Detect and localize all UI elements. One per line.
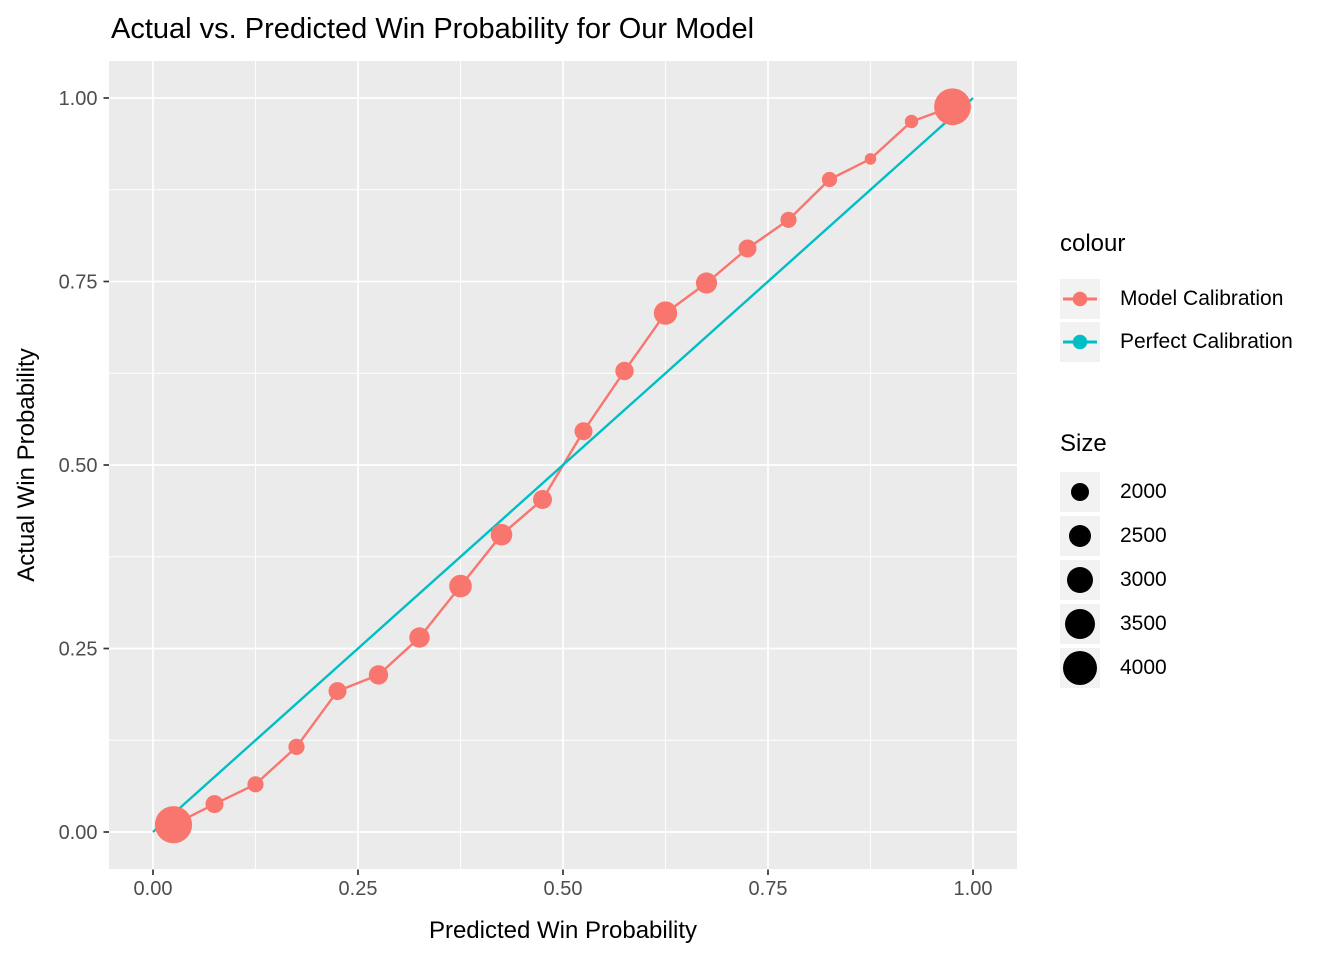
y-tick-label: 1.00 <box>59 88 98 110</box>
model-calibration-point <box>904 114 919 129</box>
x-tick-label: 0.50 <box>544 878 583 900</box>
legend-dot-icon <box>1072 334 1088 350</box>
perfect-calibration-key <box>1060 322 1100 362</box>
line-with-point-icon <box>1063 334 1097 350</box>
legend-entry-size-2000: 2000 <box>1060 472 1167 512</box>
legend-entry-size-3500: 3500 <box>1060 604 1167 644</box>
size-3000-key <box>1060 560 1100 600</box>
x-tick-label: 0.75 <box>749 878 788 900</box>
y-axis-title: Actual Win Probability <box>13 348 40 582</box>
size-legend-title: Size <box>1060 430 1107 457</box>
model-calibration-point <box>328 682 347 701</box>
legend-label-size-3000: 3000 <box>1120 568 1167 591</box>
legend-entry-perfect-calibration: Perfect Calibration <box>1060 322 1293 362</box>
model-calibration-point <box>653 301 678 325</box>
model-calibration-point <box>864 153 877 165</box>
colour-legend-title: colour <box>1060 230 1126 257</box>
model-calibration-point <box>533 490 552 509</box>
legend-entry-size-2500: 2500 <box>1060 516 1167 556</box>
model-calibration-point <box>368 665 389 685</box>
model-calibration-point <box>934 88 971 126</box>
size-dot-icon <box>1063 651 1097 685</box>
model-calibration-point <box>288 738 305 756</box>
size-2500-key <box>1060 516 1100 556</box>
model-calibration-point <box>615 361 634 381</box>
model-calibration-point <box>154 806 193 844</box>
legend-label-size-2000: 2000 <box>1120 480 1167 503</box>
model-calibration-point <box>409 627 430 648</box>
perfect-calibration-line <box>152 97 974 833</box>
y-tick-label: 0.75 <box>59 272 98 294</box>
model-calibration-key <box>1060 279 1100 319</box>
line-with-point-icon <box>1063 291 1097 307</box>
model-calibration-point <box>574 422 593 441</box>
y-tick-label: 0.50 <box>59 455 98 477</box>
x-tick-label: 0.00 <box>134 878 173 900</box>
x-tick-label: 1.00 <box>954 878 993 900</box>
legend-label-size-2500: 2500 <box>1120 524 1167 547</box>
legend-entry-size-4000: 4000 <box>1060 648 1167 688</box>
size-4000-key <box>1060 648 1100 688</box>
x-axis-title: Predicted Win Probability <box>428 917 698 944</box>
chart-title: Actual vs. Predicted Win Probability for… <box>111 13 755 45</box>
legend-dot-icon <box>1072 291 1088 307</box>
legend-label-size-3500: 3500 <box>1120 612 1167 635</box>
x-tick-label: 0.25 <box>339 878 378 900</box>
model-calibration-point <box>821 171 838 188</box>
size-dot-icon <box>1068 524 1092 548</box>
size-dot-icon <box>1066 566 1094 594</box>
y-tick-label: 0.25 <box>59 639 98 661</box>
colour-legend: colour Model Calibration Perfect Calibra… <box>1060 230 1293 365</box>
model-calibration-point <box>205 795 224 814</box>
size-3500-key <box>1060 604 1100 644</box>
size-legend: Size 2000 2500 3000 3500 4000 <box>1060 430 1167 692</box>
legend-label-size-4000: 4000 <box>1120 656 1167 679</box>
legend-entry-size-3000: 3000 <box>1060 560 1167 600</box>
model-calibration-point <box>449 574 472 598</box>
legend-entry-model-calibration: Model Calibration <box>1060 279 1293 319</box>
model-calibration-point <box>490 523 513 546</box>
size-2000-key <box>1060 472 1100 512</box>
model-calibration-point <box>780 211 797 228</box>
size-dot-icon <box>1071 483 1089 501</box>
legend-label-perfect-calibration: Perfect Calibration <box>1120 330 1293 353</box>
model-calibration-point <box>695 272 718 294</box>
model-calibration-point <box>247 776 264 793</box>
legend-label-model-calibration: Model Calibration <box>1120 287 1284 310</box>
size-dot-icon <box>1065 609 1095 639</box>
model-calibration-point <box>738 239 757 258</box>
y-tick-label: 0.00 <box>59 822 98 844</box>
